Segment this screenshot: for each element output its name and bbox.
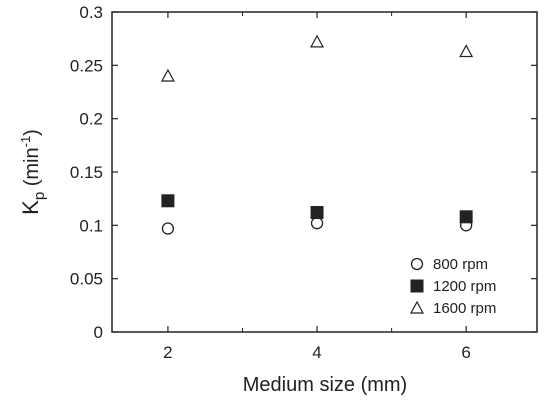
- y-axis: 0 0.05 0.1 0.15 0.2 0.25 0.3: [70, 3, 537, 342]
- y-tick-label: 0.3: [79, 3, 103, 22]
- y-tick-label: 0: [94, 323, 103, 342]
- data-point-square: [310, 206, 324, 220]
- legend-marker-circle: [410, 257, 424, 271]
- x-tick-label: 6: [461, 343, 470, 362]
- legend: 800 rpm 1200 rpm 1600 rpm: [409, 256, 496, 317]
- x-tick-label: 2: [163, 343, 172, 362]
- y-axis-title-main: K: [18, 200, 43, 215]
- x-axis: 2 4 6: [163, 12, 471, 362]
- y-tick-label: 0.25: [70, 56, 103, 75]
- x-axis-title: Medium size (mm): [243, 374, 407, 396]
- legend-label: 1200 rpm: [433, 278, 496, 295]
- data-point-circle: [310, 217, 324, 230]
- data-point-square: [161, 194, 175, 208]
- y-axis-title-unit-close: ): [21, 129, 43, 136]
- y-axis-title-unit-exponent: -1: [18, 136, 33, 148]
- y-tick-label: 0.1: [79, 216, 103, 235]
- y-tick-label: 0.2: [79, 110, 103, 129]
- legend-marker-square: [410, 279, 424, 293]
- data-points: [160, 34, 474, 235]
- y-axis-title-unit: (min: [21, 147, 43, 191]
- legend-label: 800 rpm: [433, 256, 488, 273]
- y-axis-title-subscript: p: [31, 192, 48, 200]
- legend-marker-triangle: [409, 300, 425, 314]
- data-point-triangle: [160, 68, 175, 82]
- y-tick-label: 0.05: [70, 270, 103, 289]
- data-point-square: [459, 210, 473, 224]
- legend-label: 1600 rpm: [433, 300, 496, 317]
- data-point-circle: [161, 222, 175, 235]
- data-point-triangle: [459, 44, 474, 58]
- x-tick-label: 4: [312, 343, 321, 362]
- data-point-triangle: [310, 34, 325, 48]
- y-tick-label: 0.15: [70, 163, 103, 182]
- y-axis-title: Kp (min-1): [18, 129, 48, 215]
